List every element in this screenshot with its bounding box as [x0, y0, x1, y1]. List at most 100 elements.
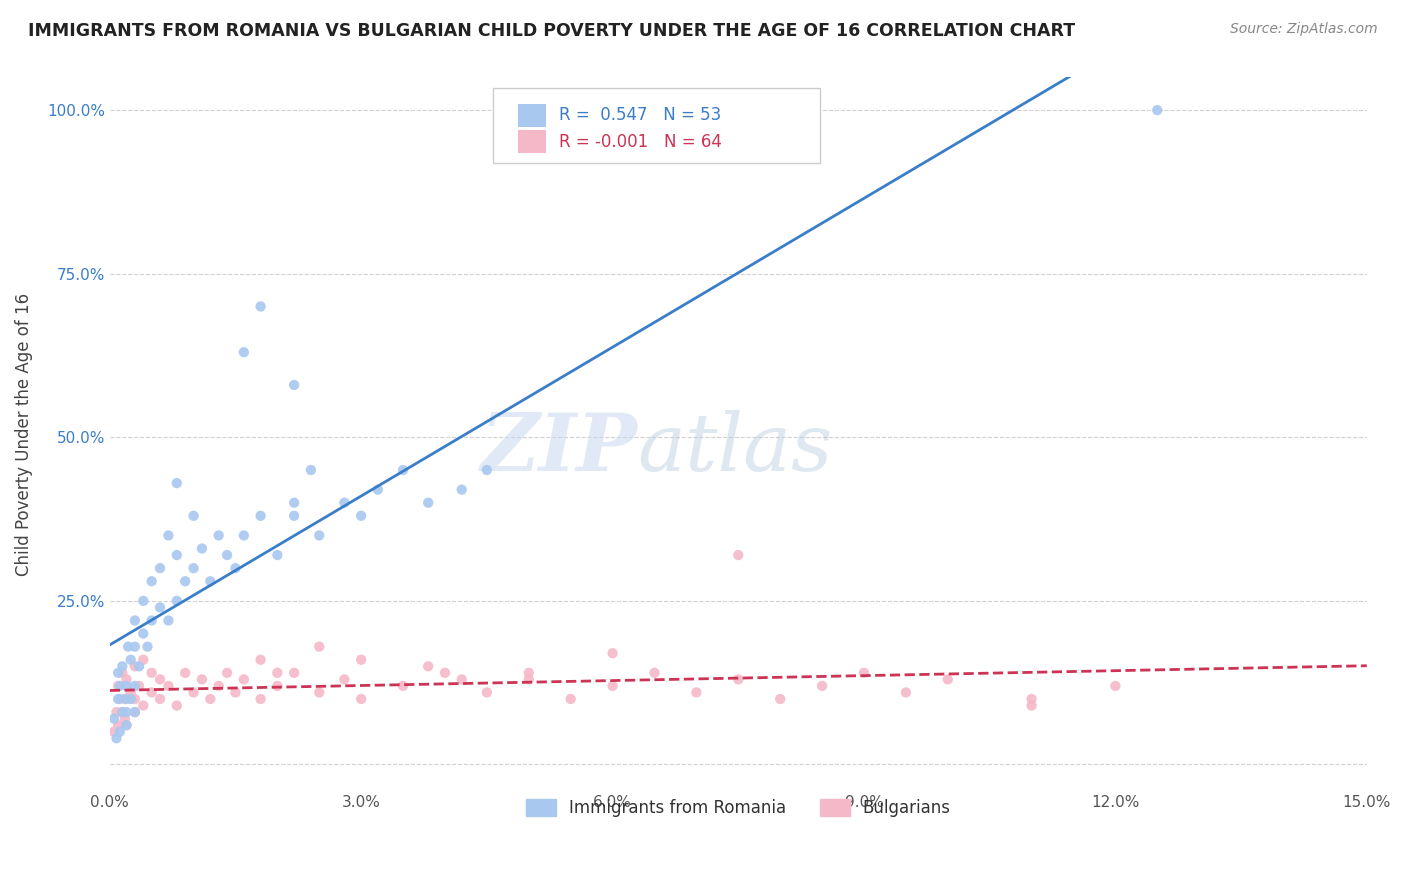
Point [132, 626, 155, 640]
Point [191, 673, 214, 687]
Point [166, 594, 188, 608]
Point [105, 705, 128, 719]
Point [115, 718, 138, 732]
Point [249, 508, 271, 523]
Point [266, 679, 288, 693]
Point [450, 483, 472, 497]
Point [1104, 679, 1126, 693]
Text: Source: ZipAtlas.com: Source: ZipAtlas.com [1230, 22, 1378, 37]
Point [108, 724, 131, 739]
Point [283, 508, 305, 523]
Point [149, 561, 172, 575]
Point [108, 692, 131, 706]
Y-axis label: Child Poverty Under the Age of 16: Child Poverty Under the Age of 16 [15, 293, 32, 575]
Point [517, 673, 540, 687]
Point [183, 685, 205, 699]
Point [602, 646, 624, 660]
Point [418, 496, 440, 510]
Point [120, 685, 142, 699]
Point [602, 679, 624, 693]
Point [107, 718, 129, 732]
Point [124, 640, 146, 654]
Point [120, 692, 142, 706]
Point [392, 679, 415, 693]
Point [232, 528, 254, 542]
Point [685, 685, 707, 699]
Point [894, 685, 917, 699]
Point [149, 692, 172, 706]
Point [183, 508, 205, 523]
Point [115, 705, 138, 719]
Text: atlas: atlas [638, 409, 834, 487]
Point [249, 300, 271, 314]
FancyBboxPatch shape [519, 103, 546, 127]
Point [166, 698, 188, 713]
Point [108, 679, 131, 693]
Point [111, 665, 134, 680]
Point [350, 508, 373, 523]
Point [217, 665, 239, 680]
Point [283, 496, 305, 510]
Point [643, 665, 665, 680]
Point [266, 548, 288, 562]
FancyBboxPatch shape [519, 130, 546, 153]
Point [475, 463, 498, 477]
Point [128, 659, 150, 673]
Point [107, 679, 129, 693]
Point [115, 692, 138, 706]
Point [124, 679, 146, 693]
Point [141, 665, 163, 680]
Point [266, 665, 288, 680]
Point [166, 548, 188, 562]
Point [141, 574, 163, 589]
Point [517, 665, 540, 680]
Point [149, 673, 172, 687]
Point [103, 712, 125, 726]
Point [115, 673, 138, 687]
Text: R =  0.547   N = 53: R = 0.547 N = 53 [558, 106, 721, 124]
Legend: Immigrants from Romania, Bulgarians: Immigrants from Romania, Bulgarians [517, 790, 959, 825]
Point [418, 659, 440, 673]
Point [1021, 698, 1043, 713]
Point [124, 705, 146, 719]
Point [157, 679, 180, 693]
Text: IMMIGRANTS FROM ROMANIA VS BULGARIAN CHILD POVERTY UNDER THE AGE OF 16 CORRELATI: IMMIGRANTS FROM ROMANIA VS BULGARIAN CHI… [28, 22, 1076, 40]
Point [433, 665, 456, 680]
Point [560, 692, 582, 706]
FancyBboxPatch shape [494, 88, 820, 163]
Point [811, 679, 834, 693]
Point [475, 685, 498, 699]
Point [114, 692, 136, 706]
Point [249, 692, 271, 706]
Point [107, 692, 129, 706]
Point [111, 705, 134, 719]
Point [208, 528, 231, 542]
Point [103, 724, 125, 739]
Point [132, 653, 155, 667]
Point [392, 463, 415, 477]
Point [224, 685, 246, 699]
Point [157, 614, 180, 628]
Point [232, 673, 254, 687]
Point [283, 378, 305, 392]
Point [217, 548, 239, 562]
Point [124, 705, 146, 719]
Point [132, 698, 155, 713]
Point [333, 673, 356, 687]
Point [350, 653, 373, 667]
Point [308, 528, 330, 542]
Point [308, 640, 330, 654]
Point [200, 692, 222, 706]
Point [183, 561, 205, 575]
Text: R = -0.001   N = 64: R = -0.001 N = 64 [558, 133, 721, 151]
Point [174, 665, 197, 680]
Point [141, 614, 163, 628]
Point [136, 640, 159, 654]
Point [283, 665, 305, 680]
Point [450, 673, 472, 687]
Point [727, 673, 749, 687]
Point [105, 731, 128, 746]
Point [727, 548, 749, 562]
Point [115, 679, 138, 693]
Point [157, 528, 180, 542]
